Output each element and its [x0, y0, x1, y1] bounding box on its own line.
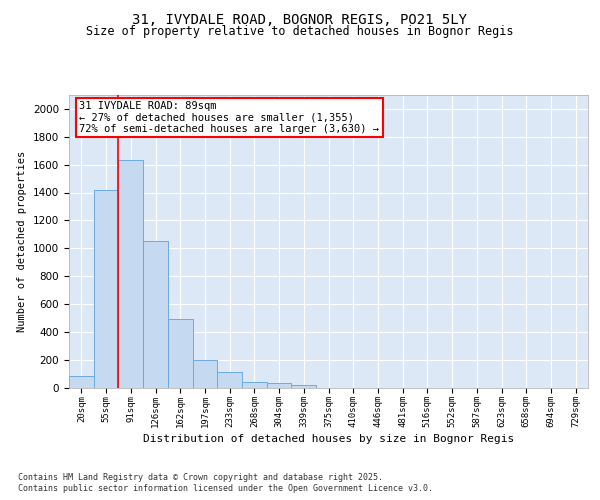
Bar	[242, 382, 267, 388]
Text: Size of property relative to detached houses in Bognor Regis: Size of property relative to detached ho…	[86, 25, 514, 38]
Bar	[292, 384, 316, 388]
Bar	[94, 190, 118, 388]
Bar	[217, 372, 242, 388]
Bar	[168, 320, 193, 388]
Bar	[267, 384, 292, 388]
Bar	[69, 376, 94, 388]
X-axis label: Distribution of detached houses by size in Bognor Regis: Distribution of detached houses by size …	[143, 434, 514, 444]
Text: 31 IVYDALE ROAD: 89sqm
← 27% of detached houses are smaller (1,355)
72% of semi-: 31 IVYDALE ROAD: 89sqm ← 27% of detached…	[79, 101, 379, 134]
Bar	[193, 360, 217, 388]
Bar	[118, 160, 143, 388]
Text: 31, IVYDALE ROAD, BOGNOR REGIS, PO21 5LY: 31, IVYDALE ROAD, BOGNOR REGIS, PO21 5LY	[133, 12, 467, 26]
Y-axis label: Number of detached properties: Number of detached properties	[17, 150, 28, 332]
Text: Contains public sector information licensed under the Open Government Licence v3: Contains public sector information licen…	[18, 484, 433, 493]
Bar	[143, 242, 168, 388]
Text: Contains HM Land Registry data © Crown copyright and database right 2025.: Contains HM Land Registry data © Crown c…	[18, 472, 383, 482]
